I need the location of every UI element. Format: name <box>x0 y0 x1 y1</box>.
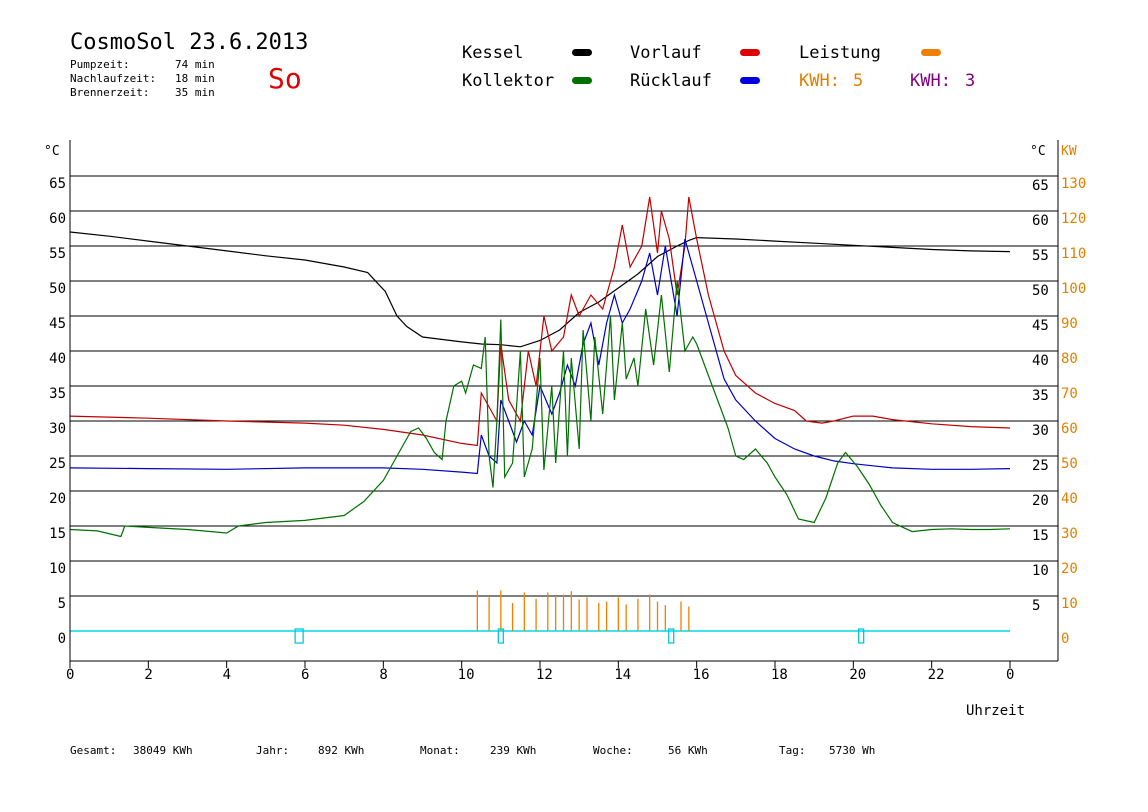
power-unit: KW <box>1061 144 1077 159</box>
y-right-label-5: 5 <box>1032 598 1040 614</box>
y-left-label-30: 30 <box>49 421 66 437</box>
x-tick-label-0: 0 <box>66 667 74 683</box>
pumpzeit-value: 74 min <box>175 58 215 71</box>
series-kollektor-line <box>69 280 1011 538</box>
legend-kwh2-value: 3 <box>965 71 976 91</box>
x-tick-label-10: 20 <box>849 667 866 683</box>
series-rcklauf-line <box>69 238 1011 475</box>
footer-tag-value: 5730 Wh <box>829 744 876 757</box>
brennerzeit-value: 35 min <box>175 86 215 99</box>
chart-title: CosmoSol 23.6.2013 <box>70 30 309 55</box>
power-label-120: 120 <box>1061 211 1086 227</box>
legend-kwh2-label: KWH: <box>910 71 951 91</box>
day-code: So <box>268 62 302 95</box>
y-right-label-15: 15 <box>1032 528 1049 544</box>
power-label-50: 50 <box>1061 456 1078 472</box>
series-vorlauf-line <box>69 196 1011 447</box>
burner-marker-3 <box>858 628 865 644</box>
y-left-label-25: 25 <box>49 456 66 472</box>
x-tick-label-6: 12 <box>536 667 553 683</box>
x-tick-label-4: 8 <box>379 667 387 683</box>
y-left-label-10: 10 <box>49 561 66 577</box>
x-tick-label-12: 0 <box>1006 667 1014 683</box>
footer-monat-value: 239 KWh <box>490 744 537 757</box>
footer-jahr-value: 892 KWh <box>318 744 365 757</box>
footer-jahr-label: Jahr: <box>256 744 290 757</box>
y-left-label-5: 5 <box>58 596 66 612</box>
nachlaufzeit-value: 18 min <box>175 72 215 85</box>
power-label-130: 130 <box>1061 176 1086 192</box>
y-left-label-55: 55 <box>49 246 66 262</box>
y-right-label-30: 30 <box>1032 423 1049 439</box>
y-right-label-20: 20 <box>1032 493 1049 509</box>
legend-ruecklauf-swatch <box>740 77 760 84</box>
y-left-label-60: 60 <box>49 211 66 227</box>
x-tick-label-8: 16 <box>693 667 710 683</box>
x-tick-label-9: 18 <box>771 667 788 683</box>
power-label-60: 60 <box>1061 421 1078 437</box>
power-label-80: 80 <box>1061 351 1078 367</box>
power-label-40: 40 <box>1061 491 1078 507</box>
power-label-30: 30 <box>1061 526 1078 542</box>
power-label-0: 0 <box>1061 631 1069 647</box>
y-left-label-40: 40 <box>49 351 66 367</box>
y-right-unit: °C <box>1030 144 1046 159</box>
y-left-label-45: 45 <box>49 316 66 332</box>
legend-kwh1-value: 5 <box>853 71 864 91</box>
x-tick-label-5: 10 <box>458 667 475 683</box>
y-left-label-50: 50 <box>49 281 66 297</box>
x-tick-label-3: 6 <box>301 667 309 683</box>
x-axis-title: Uhrzeit <box>966 703 1025 719</box>
x-tick-label-1: 2 <box>144 667 152 683</box>
power-label-110: 110 <box>1061 246 1086 262</box>
footer-woche-value: 56 KWh <box>668 744 708 757</box>
y-right-label-50: 50 <box>1032 283 1049 299</box>
pumpzeit-label: Pumpzeit: <box>70 58 130 71</box>
footer-tag-label: Tag: <box>779 744 806 757</box>
legend-leistung-swatch <box>921 49 941 56</box>
power-label-20: 20 <box>1061 561 1078 577</box>
legend-vorlauf-label: Vorlauf <box>630 43 702 63</box>
burner-marker-1 <box>497 628 504 644</box>
y-right-label-35: 35 <box>1032 388 1049 404</box>
y-right-label-40: 40 <box>1032 353 1049 369</box>
y-right-label-55: 55 <box>1032 248 1049 264</box>
legend-kessel-label: Kessel <box>462 43 524 63</box>
series-kessel-line <box>69 231 1011 348</box>
y-left-label-35: 35 <box>49 386 66 402</box>
legend-kollektor-swatch <box>572 77 592 84</box>
power-label-10: 10 <box>1061 596 1078 612</box>
footer-gesamt-label: Gesamt: <box>70 744 117 757</box>
y-right-label-25: 25 <box>1032 458 1049 474</box>
y-left-label-15: 15 <box>49 526 66 542</box>
y-left-label-20: 20 <box>49 491 66 507</box>
y-left-unit: °C <box>44 144 60 159</box>
y-left-label-0: 0 <box>58 631 66 647</box>
legend-ruecklauf-label: Rücklauf <box>630 71 712 91</box>
footer-monat-label: Monat: <box>420 744 460 757</box>
y-left-label-65: 65 <box>49 176 66 192</box>
power-label-70: 70 <box>1061 386 1078 402</box>
x-tick-label-2: 4 <box>223 667 231 683</box>
legend-kessel-swatch <box>572 49 592 56</box>
legend-kollektor-label: Kollektor <box>462 71 555 91</box>
y-right-label-65: 65 <box>1032 178 1049 194</box>
y-right-label-45: 45 <box>1032 318 1049 334</box>
footer-woche-label: Woche: <box>593 744 633 757</box>
legend-vorlauf-swatch <box>740 49 760 56</box>
y-right-label-60: 60 <box>1032 213 1049 229</box>
footer-gesamt-value: 38049 KWh <box>133 744 193 757</box>
x-tick-label-7: 14 <box>614 667 631 683</box>
legend-leistung-label: Leistung <box>799 43 881 63</box>
power-label-90: 90 <box>1061 316 1078 332</box>
legend-kwh1-label: KWH: <box>799 71 840 91</box>
burner-marker-0 <box>294 628 304 644</box>
power-label-100: 100 <box>1061 281 1086 297</box>
burner-marker-2 <box>668 628 675 644</box>
x-tick-label-11: 22 <box>928 667 945 683</box>
brennerzeit-label: Brennerzeit: <box>70 86 150 99</box>
y-right-label-10: 10 <box>1032 563 1049 579</box>
nachlaufzeit-label: Nachlaufzeit: <box>70 72 157 85</box>
